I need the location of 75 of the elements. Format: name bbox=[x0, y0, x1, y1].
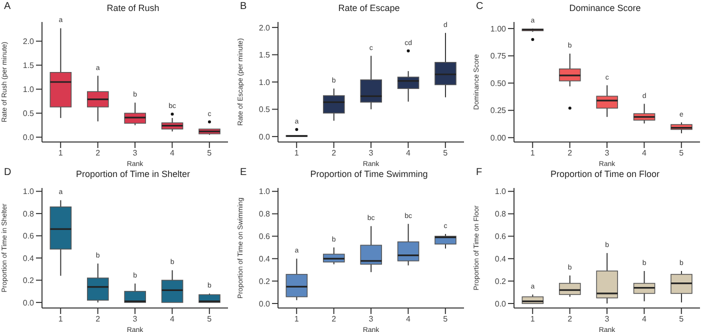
text: E bbox=[240, 167, 247, 178]
chart-title: Proportion of Time on Floor bbox=[550, 169, 660, 179]
y-tick-label: 0.5 bbox=[22, 109, 35, 118]
y-tick-label: 2.0 bbox=[22, 37, 35, 46]
x-tick-label: 5 bbox=[207, 314, 212, 324]
x-tick-label: 2 bbox=[568, 148, 573, 158]
chart-title: Proportion of Time Swimming bbox=[310, 169, 428, 179]
x-tick-label: 5 bbox=[207, 148, 212, 158]
text: F bbox=[476, 167, 482, 178]
x-tick-label: 1 bbox=[58, 148, 64, 158]
chart-title: Rate of Rush bbox=[106, 3, 160, 13]
y-tick-label: 1.0 bbox=[258, 187, 271, 196]
y-tick-label: 0.00 bbox=[490, 133, 507, 142]
x-tick-label: 1 bbox=[530, 314, 536, 324]
x-tick-label: 5 bbox=[443, 314, 448, 324]
y-tick-label: 0.6 bbox=[22, 232, 35, 241]
text: C bbox=[476, 1, 484, 12]
x-tick-label: 5 bbox=[679, 148, 684, 158]
x-tick-label: 3 bbox=[368, 148, 374, 158]
y-tick-label: 1.00 bbox=[490, 24, 507, 34]
x-tick-label: 3 bbox=[604, 314, 610, 324]
y-tick-label: 0.2 bbox=[258, 276, 271, 286]
x-tick-label: 2 bbox=[332, 314, 337, 324]
y-tick-label: 1.5 bbox=[258, 50, 271, 60]
y-tick-label: 0.0 bbox=[22, 133, 35, 142]
x-tick-label: 1 bbox=[530, 148, 536, 158]
x-tick-label: 4 bbox=[406, 148, 411, 158]
y-tick-label: 1.0 bbox=[22, 187, 35, 196]
y-tick-label: 0.2 bbox=[22, 276, 35, 286]
y-tick-label: 0.0 bbox=[22, 298, 35, 308]
x-tick-label: 3 bbox=[132, 314, 138, 324]
x-tick-label: 3 bbox=[368, 314, 374, 324]
x-tick-label: 1 bbox=[294, 148, 300, 158]
x-tick-label: 5 bbox=[443, 148, 448, 158]
x-tick-label: 4 bbox=[642, 148, 647, 158]
x-tick-label: 2 bbox=[568, 314, 573, 324]
y-tick-label: 0.8 bbox=[494, 210, 507, 219]
y-tick-label: 0.6 bbox=[258, 232, 271, 242]
y-tick-label: 1.0 bbox=[258, 78, 271, 87]
x-tick-label: 3 bbox=[604, 148, 610, 158]
y-tick-label: 0.6 bbox=[494, 232, 507, 242]
chart-title: Proportion of Time in Shelter bbox=[76, 169, 190, 179]
text: B bbox=[240, 1, 247, 12]
chart-title: Rate of Escape bbox=[338, 3, 400, 13]
y-tick-label: 1.0 bbox=[494, 187, 507, 196]
y-tick-label: 0.0 bbox=[258, 132, 271, 142]
y-tick-label: 0.5 bbox=[258, 105, 271, 114]
y-tick-label: 1.0 bbox=[22, 85, 35, 94]
text: A bbox=[4, 1, 11, 12]
y-tick-label: 0.0 bbox=[258, 299, 271, 308]
x-tick-label: 2 bbox=[96, 148, 101, 158]
x-tick-label: 1 bbox=[58, 314, 64, 324]
x-tick-label: 1 bbox=[294, 314, 300, 324]
y-tick-label: 0.8 bbox=[22, 209, 35, 218]
x-tick-label: 4 bbox=[642, 314, 647, 324]
y-tick-label: 0.2 bbox=[494, 276, 507, 286]
x-tick-label: 5 bbox=[679, 314, 684, 324]
x-tick-label: 2 bbox=[96, 314, 101, 324]
y-tick-label: 2.0 bbox=[258, 23, 271, 32]
y-tick-label: 0.4 bbox=[494, 254, 507, 264]
y-tick-label: 0.75 bbox=[490, 52, 507, 61]
y-tick-label: 1.5 bbox=[22, 61, 35, 70]
y-tick-label: 0.4 bbox=[258, 254, 271, 264]
x-tick-label: 4 bbox=[406, 314, 411, 324]
text: D bbox=[4, 167, 12, 178]
x-tick-label: 4 bbox=[170, 314, 175, 324]
y-tick-label: 0.4 bbox=[22, 254, 35, 263]
y-tick-label: 0.8 bbox=[258, 210, 271, 219]
x-tick-label: 4 bbox=[170, 148, 175, 158]
x-tick-label: 3 bbox=[132, 148, 138, 158]
y-tick-label: 0.50 bbox=[490, 78, 507, 88]
x-tick-label: 2 bbox=[332, 148, 337, 158]
y-tick-label: 0.0 bbox=[494, 299, 507, 308]
y-tick-label: 0.25 bbox=[490, 106, 507, 116]
chart-title: Dominance Score bbox=[569, 3, 641, 13]
